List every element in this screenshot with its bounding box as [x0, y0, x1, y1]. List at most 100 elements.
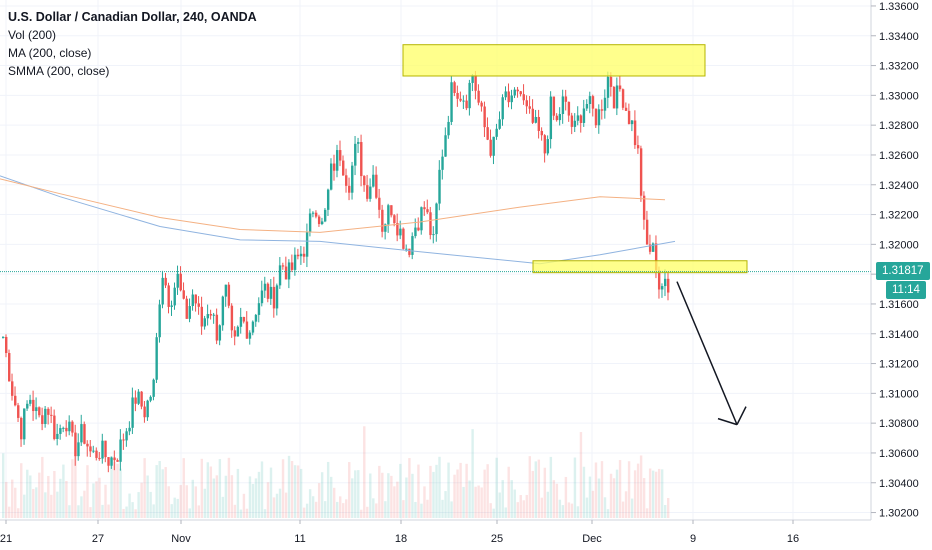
volume-bar: [158, 461, 161, 518]
candle-body: [378, 197, 381, 210]
candle-body: [17, 405, 20, 418]
volume-bar: [80, 496, 83, 518]
candle-body: [314, 212, 318, 217]
volume-bar: [95, 481, 98, 518]
candle-body: [215, 314, 219, 341]
volume-bar: [254, 478, 258, 518]
volume-bar: [20, 463, 23, 518]
arrow-shaft: [676, 281, 738, 425]
candle-body: [248, 332, 252, 339]
volume-bar: [453, 474, 456, 518]
candle-body: [128, 427, 131, 432]
candle-body: [342, 160, 345, 176]
candle-body: [86, 443, 89, 447]
candle-body: [290, 262, 294, 270]
volume-bar: [495, 457, 498, 518]
volume-bar: [110, 456, 113, 518]
candle-body: [420, 207, 423, 231]
candle-body: [537, 116, 541, 131]
candle-body: [621, 89, 625, 108]
volume-bar: [441, 499, 444, 518]
resistance-zone[interactable]: [402, 44, 706, 77]
time-axis[interactable]: 21 27 Nov 11 18 25 Dec 9 16: [0, 520, 799, 545]
volume-bar: [116, 463, 119, 518]
candle-body: [426, 209, 429, 213]
volume-bar: [227, 457, 231, 518]
volume-bar: [128, 493, 131, 518]
volume-bar: [582, 466, 586, 518]
volume-bar: [420, 503, 423, 518]
volume-bar: [68, 505, 71, 518]
smma-200-line: [0, 178, 666, 233]
volume-bar: [561, 505, 565, 518]
down-arrow-drawing[interactable]: [676, 281, 747, 426]
volume-bar: [11, 479, 14, 518]
candle-body: [224, 284, 228, 297]
volume-bar: [275, 493, 279, 518]
candle-body: [402, 228, 405, 249]
volume-bar: [185, 485, 188, 518]
price-tick-label: 1.33600: [879, 1, 919, 13]
volume-bar: [17, 508, 20, 518]
volume-bar: [302, 507, 306, 518]
volume-bar: [426, 499, 429, 518]
candle-body: [143, 406, 146, 418]
price-tick-label: 1.33000: [879, 90, 919, 102]
candle-body: [329, 163, 333, 190]
candle-body: [666, 278, 670, 293]
volume-bar: [272, 497, 276, 518]
candle-body: [468, 82, 471, 109]
volume-bar: [26, 469, 29, 518]
candle-body: [429, 212, 432, 236]
volume-bar: [173, 497, 176, 518]
volume-bar: [224, 475, 228, 518]
candle-body: [585, 104, 589, 109]
candle-body: [645, 219, 649, 245]
candle-body: [119, 439, 122, 462]
chart-grid: [0, 0, 871, 520]
candle-body: [92, 450, 95, 452]
candle-body: [182, 290, 185, 299]
candle-body: [447, 121, 450, 136]
candle-body: [465, 100, 468, 109]
candle-body: [507, 91, 510, 103]
volume-bar: [188, 508, 191, 518]
candle-body: [462, 100, 465, 102]
candle-body: [302, 253, 306, 257]
volume-bar: [435, 464, 438, 518]
volume-bar: [513, 489, 516, 518]
volume-bar: [308, 489, 312, 518]
volume-bar: [405, 477, 408, 518]
candle-body: [41, 415, 44, 425]
volume-bar: [323, 501, 327, 518]
candle-body: [89, 446, 92, 452]
candle-body: [218, 325, 222, 341]
volume-bar: [170, 504, 173, 518]
volume-bar: [191, 479, 194, 518]
volume-bar: [83, 490, 86, 518]
volume-bar: [320, 472, 324, 518]
candle-body: [531, 108, 534, 123]
volume-bar: [588, 476, 592, 518]
volume-bar: [564, 476, 568, 518]
arrow-head-right: [736, 406, 747, 425]
candle-body: [98, 457, 101, 459]
support-zone[interactable]: [532, 260, 748, 274]
volume-bar: [86, 465, 89, 518]
volume-bar: [5, 481, 8, 518]
candle-body: [381, 209, 384, 232]
volume-bar: [450, 501, 453, 518]
price-axis[interactable]: 1.33600 1.33400 1.33200 1.33000 1.32800 1.326…: [871, 1, 919, 520]
price-tick-label: 1.32400: [879, 180, 919, 192]
candle-body: [56, 433, 59, 439]
candle-body: [131, 397, 134, 428]
candle-body: [146, 400, 149, 418]
candle-body: [71, 421, 74, 433]
volume-bar: [516, 502, 519, 518]
price-tick-label: 1.30800: [879, 418, 919, 430]
volume-bar: [281, 459, 285, 518]
volume-bar: [621, 501, 625, 518]
volume-bars: [2, 426, 670, 518]
candlesticks: [2, 70, 670, 473]
